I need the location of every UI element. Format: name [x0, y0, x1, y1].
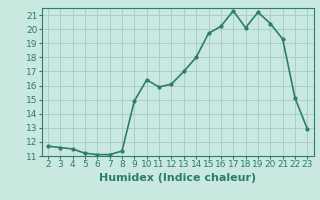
X-axis label: Humidex (Indice chaleur): Humidex (Indice chaleur) [99, 173, 256, 183]
